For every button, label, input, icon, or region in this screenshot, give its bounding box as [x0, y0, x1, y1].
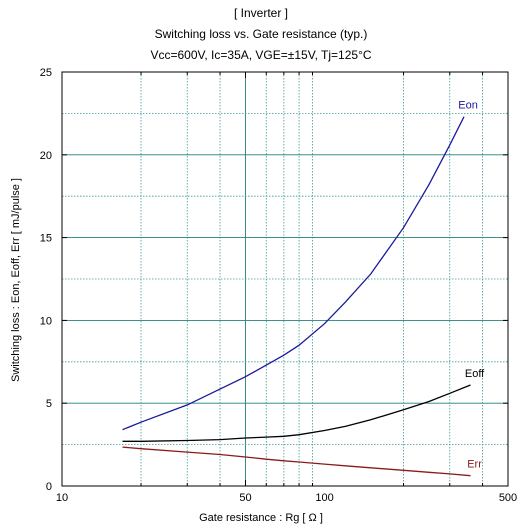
chart-title-line-3: Vcc=600V, Ic=35A, VGE=±15V, Tj=125°C	[150, 48, 372, 62]
y-tick-label: 15	[40, 233, 52, 245]
series-line-eon	[122, 116, 465, 431]
series-label-eoff: Eoff	[465, 368, 485, 380]
series-line-err	[122, 446, 471, 477]
y-tick-label: 10	[40, 315, 52, 327]
x-tick-label: 100	[315, 492, 333, 504]
y-tick-label: 5	[46, 398, 52, 410]
y-axis-label: Switching loss : Eon, Eoff, Err [ mJ/pul…	[10, 178, 22, 382]
x-tick-label: 500	[499, 492, 517, 504]
y-tick-label: 0	[46, 481, 52, 493]
series-label-eon: Eon	[458, 100, 478, 112]
x-tick-label: 50	[239, 492, 251, 504]
y-tick-label: 20	[40, 150, 52, 162]
y-tick-label: 25	[40, 67, 52, 79]
x-axis-label: Gate resistance : Rg [ Ω ]	[199, 512, 323, 524]
series-line-eoff	[122, 384, 471, 442]
series-label-err: Err	[467, 459, 482, 471]
chart-title-line-1: [ Inverter ]	[233, 6, 289, 20]
x-tick-label: 10	[56, 492, 68, 504]
chart-title-line-2: Switching loss vs. Gate resistance (typ.…	[154, 27, 368, 41]
plot-frame	[61, 71, 509, 487]
